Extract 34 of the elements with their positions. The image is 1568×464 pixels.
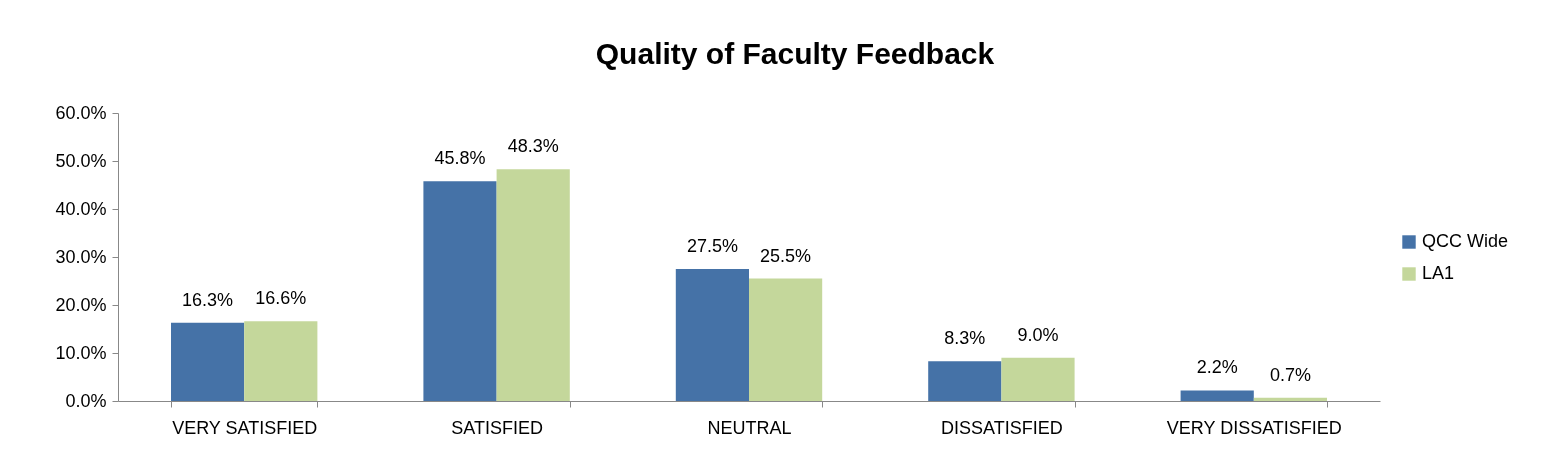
x-tick-label: SATISFIED	[451, 417, 543, 438]
data-label: 27.5%	[686, 236, 738, 256]
data-label: 16.3%	[182, 289, 234, 310]
bar	[928, 361, 1002, 401]
y-tick-label: 30.0%	[55, 246, 107, 267]
x-tick-label: VERY SATISFIED	[172, 417, 318, 438]
y-tick-label: 50.0%	[55, 150, 107, 171]
data-label: 8.3%	[944, 328, 986, 349]
bar	[496, 169, 570, 401]
y-tick-label: 60.0%	[55, 102, 107, 123]
data-label: 25.5%	[760, 245, 812, 266]
x-tick-label: DISSATISFIED	[941, 417, 1063, 438]
bar	[749, 278, 823, 401]
bar	[244, 321, 318, 401]
y-tick-label: 20.0%	[55, 294, 107, 315]
x-tick-label: VERY DISSATISFIED	[1166, 417, 1342, 438]
y-tick-label: 40.0%	[55, 198, 107, 219]
y-tick-label: 0.0%	[65, 390, 107, 411]
bar	[1001, 357, 1075, 401]
data-label: 45.8%	[434, 148, 486, 169]
bar	[1180, 390, 1254, 401]
bar	[675, 269, 749, 401]
data-label: 16.6%	[255, 288, 307, 309]
x-tick-label: NEUTRAL	[707, 417, 792, 438]
y-tick-label: 10.0%	[55, 342, 107, 363]
chart-title: Quality of Faculty Feedback	[595, 37, 995, 70]
data-label: 9.0%	[1017, 324, 1059, 345]
bar	[171, 322, 245, 401]
data-label: 0.7%	[1269, 364, 1311, 385]
bar	[423, 181, 497, 401]
legend-label: QCC Wide	[1422, 231, 1509, 251]
data-label: 2.2%	[1196, 357, 1238, 378]
data-label: 48.3%	[507, 136, 559, 157]
legend-label: LA1	[1422, 263, 1455, 283]
